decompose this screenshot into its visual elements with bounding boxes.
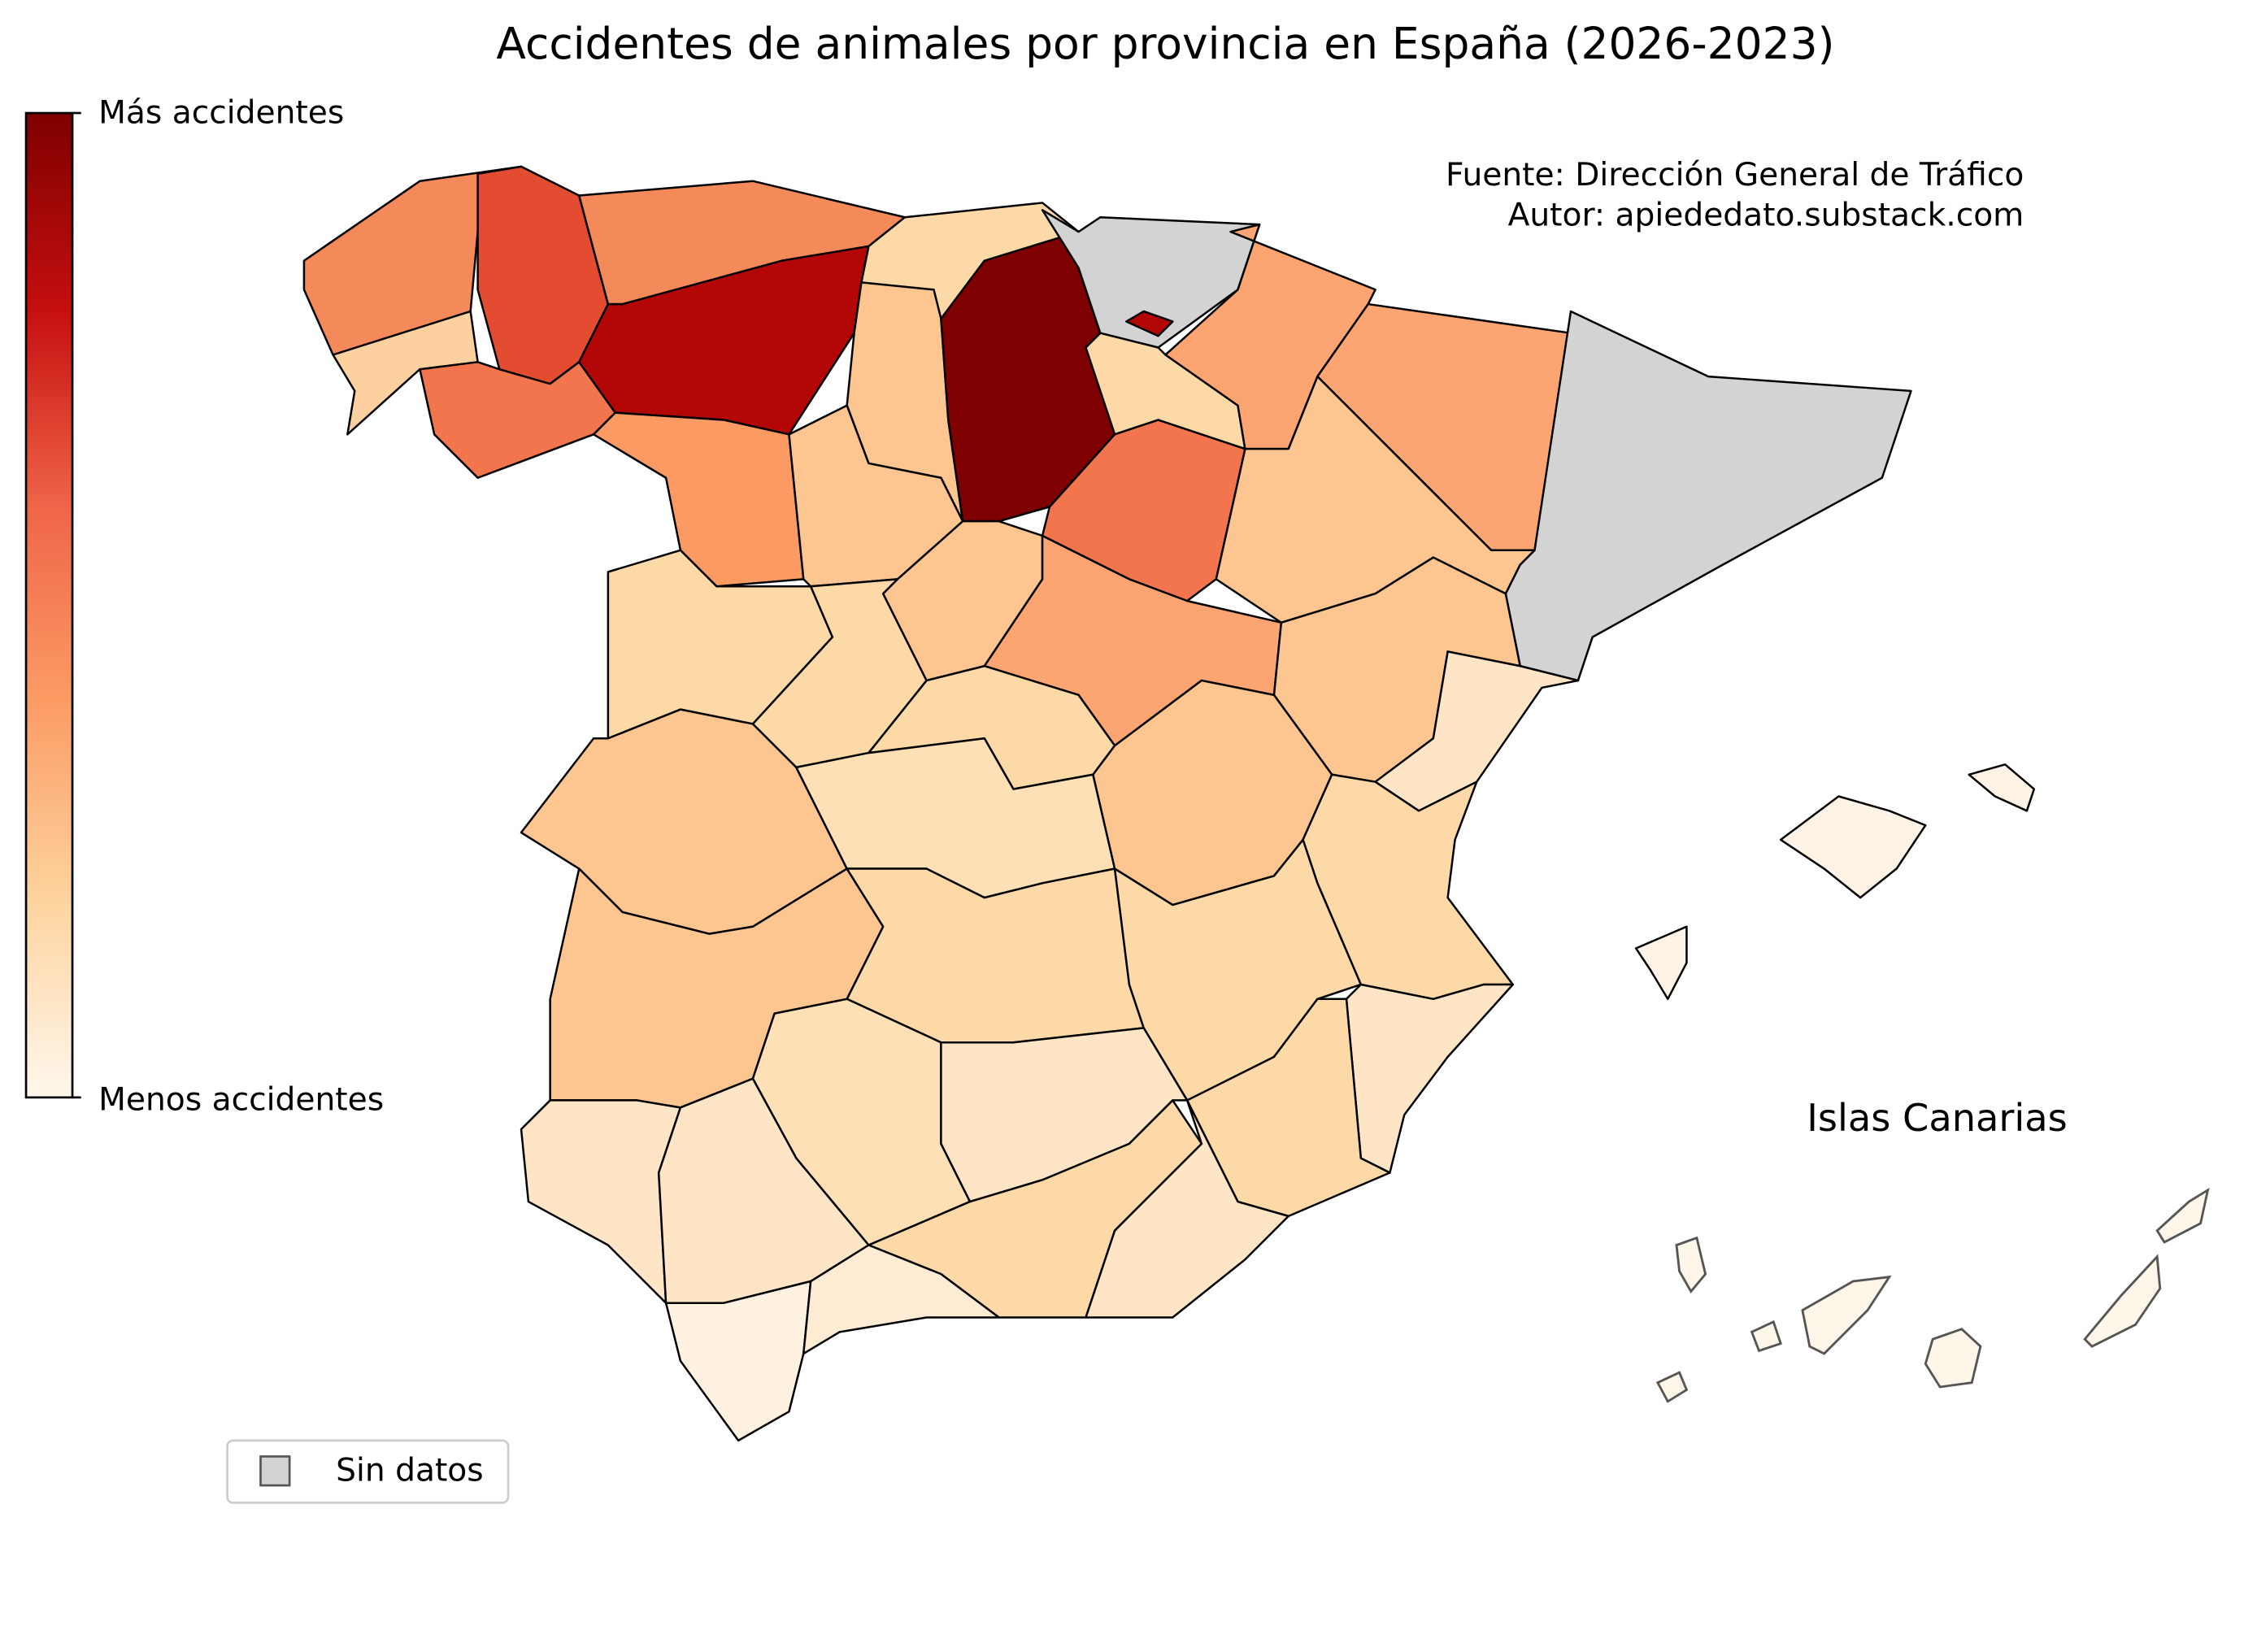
- colorbar-top-label: Más accidentes: [98, 94, 344, 131]
- province: [802, 1244, 1000, 1355]
- island: [1675, 1236, 1707, 1293]
- colorbar: [24, 111, 74, 1099]
- island: [1655, 1371, 1689, 1403]
- province: [1345, 983, 1515, 1174]
- island: [1924, 1328, 1982, 1389]
- island: [2155, 1187, 2210, 1244]
- source-note: Fuente: Dirección General de Tráfico: [1446, 157, 2024, 193]
- province: [846, 867, 1145, 1044]
- provinces: [302, 165, 2036, 1442]
- inset-label: Islas Canarias: [1807, 1096, 2068, 1140]
- legend: Sin datos: [226, 1439, 510, 1504]
- legend-swatch: [259, 1455, 291, 1487]
- province: [592, 411, 805, 588]
- island: [1801, 1275, 1892, 1355]
- map-title: Accidentes de animales por provincia en …: [496, 18, 1834, 69]
- author-note: Autor: apiededato.substack.com: [1508, 198, 2024, 234]
- province: [1085, 1099, 1290, 1319]
- province: [419, 361, 617, 480]
- province: [1125, 310, 1174, 337]
- province: [1779, 795, 1927, 899]
- province: [520, 1099, 682, 1304]
- province: [1113, 838, 1363, 1102]
- province: [1634, 925, 1688, 1001]
- island: [1750, 1319, 1782, 1353]
- islands: [1655, 1187, 2210, 1403]
- province: [1504, 310, 1912, 682]
- province: [1968, 763, 2036, 812]
- island: [2083, 1254, 2162, 1348]
- legend-label: Sin datos: [336, 1453, 484, 1489]
- legend-box: [226, 1439, 510, 1504]
- province: [664, 1280, 812, 1442]
- colorbar-bottom-label: Menos accidentes: [98, 1082, 384, 1119]
